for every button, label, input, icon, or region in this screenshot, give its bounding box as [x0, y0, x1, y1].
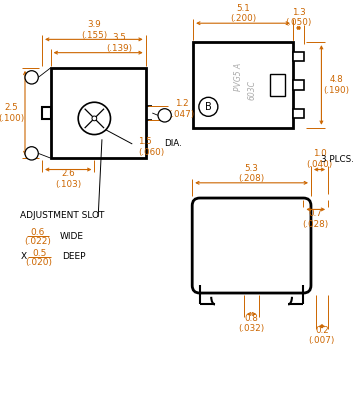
Bar — [293, 52, 304, 61]
Text: 1.3
(.050): 1.3 (.050) — [286, 8, 312, 27]
Bar — [293, 80, 304, 90]
Text: B: B — [205, 102, 212, 112]
Text: 1.0
(.040): 1.0 (.040) — [307, 149, 333, 169]
Text: 3: 3 — [29, 149, 35, 158]
Text: 603C: 603C — [247, 80, 257, 100]
Text: ADJUSTMENT SLOT: ADJUSTMENT SLOT — [20, 211, 105, 220]
Text: 0.7
(.028): 0.7 (.028) — [303, 209, 329, 229]
Text: 1.5
(.060): 1.5 (.060) — [138, 137, 164, 156]
Bar — [51, 68, 146, 158]
Text: 0.2
(.007): 0.2 (.007) — [309, 326, 335, 346]
Text: X: X — [20, 252, 26, 262]
Circle shape — [158, 109, 171, 122]
Text: 3 PLCS.: 3 PLCS. — [321, 154, 354, 164]
Text: 1.2
(.047): 1.2 (.047) — [169, 100, 195, 119]
Bar — [270, 74, 285, 96]
Bar — [42, 107, 51, 119]
Text: 0.8
(.032): 0.8 (.032) — [239, 314, 265, 333]
Text: 2.5
(.100): 2.5 (.100) — [0, 103, 25, 123]
Text: DIA.: DIA. — [164, 140, 182, 148]
Text: 2: 2 — [162, 111, 167, 120]
Text: 0.6: 0.6 — [30, 228, 44, 237]
Text: 0.5: 0.5 — [32, 249, 46, 258]
Text: (.022): (.022) — [24, 237, 51, 246]
Text: WIDE: WIDE — [60, 232, 84, 240]
Bar — [193, 42, 293, 128]
FancyBboxPatch shape — [192, 198, 311, 293]
Text: 5.1
(.200): 5.1 (.200) — [230, 4, 256, 24]
Text: 2.6
(.103): 2.6 (.103) — [55, 169, 82, 189]
Text: DEEP: DEEP — [62, 252, 85, 262]
Circle shape — [25, 147, 38, 160]
Text: 1: 1 — [29, 73, 35, 82]
Text: 3.9
(.155): 3.9 (.155) — [81, 20, 107, 40]
Circle shape — [78, 102, 110, 134]
Bar — [293, 109, 304, 118]
Text: PVG5 A: PVG5 A — [234, 63, 243, 92]
Circle shape — [199, 97, 218, 116]
Text: 5.3
(.208): 5.3 (.208) — [239, 164, 265, 183]
Circle shape — [25, 71, 38, 84]
Text: 4.8
(.190): 4.8 (.190) — [324, 75, 350, 95]
Text: 3.5
(.139): 3.5 (.139) — [106, 34, 132, 53]
Text: (.020): (.020) — [26, 258, 53, 267]
Circle shape — [92, 116, 97, 121]
